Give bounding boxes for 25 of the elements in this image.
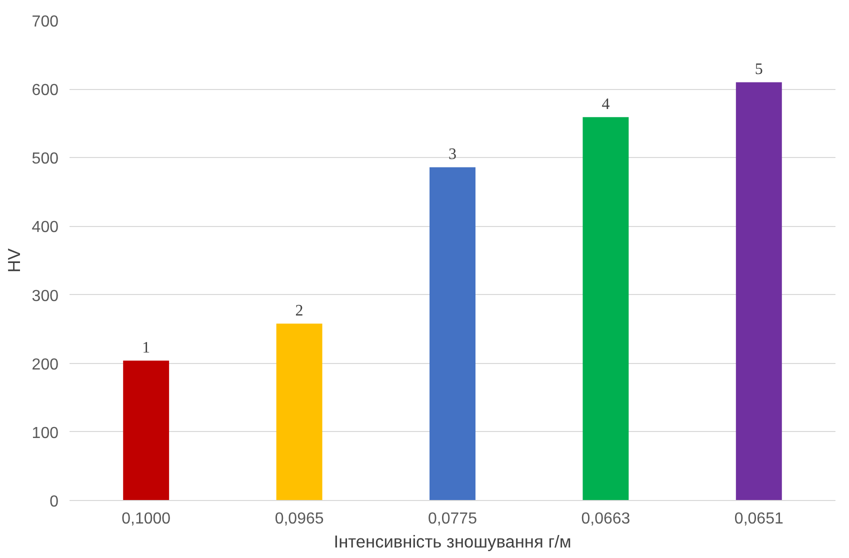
bar (276, 324, 322, 500)
y-tick-label: 200 (32, 356, 59, 374)
y-tick-label: 500 (32, 150, 59, 168)
y-tick-label: 600 (32, 82, 59, 100)
y-axis-title: HV (4, 248, 24, 273)
annotation: 3 (448, 146, 456, 164)
x-tick-label: 0,0651 (734, 510, 784, 528)
x-tick-label: 0,0663 (581, 510, 630, 528)
y-tick-label: 700 (32, 14, 59, 30)
bar (582, 117, 629, 500)
y-tick-label: 400 (32, 219, 59, 236)
bar (736, 82, 782, 500)
y-tick-label: 0 (50, 494, 59, 510)
bar (123, 360, 170, 500)
x-axis-title: Інтенсивність зношування г/м (334, 532, 572, 552)
bar (430, 167, 476, 500)
y-tick-label: 300 (32, 288, 59, 305)
x-tick-label: 0,1000 (122, 510, 171, 528)
annotation: 2 (295, 302, 304, 320)
x-tick-label: 0,0965 (274, 510, 324, 528)
annotation: 5 (754, 61, 763, 78)
x-tick-label: 0,0775 (428, 510, 478, 528)
y-tick-label: 100 (32, 424, 59, 442)
annotation: 1 (142, 340, 150, 357)
annotation: 4 (602, 96, 610, 114)
